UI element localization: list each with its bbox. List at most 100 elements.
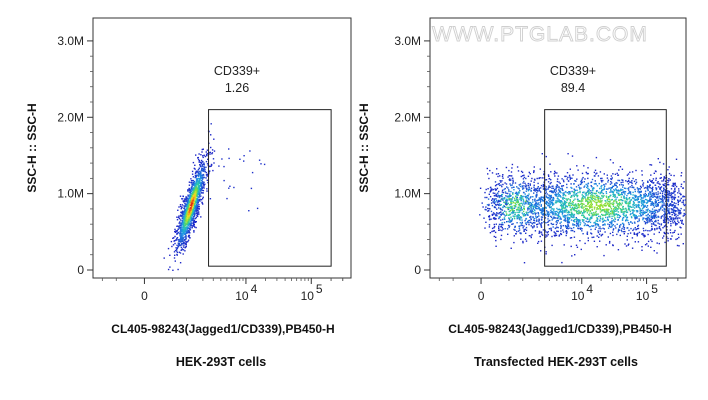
event-dot [663, 184, 666, 186]
event-dot [600, 187, 603, 189]
event-dot [562, 225, 564, 227]
event-dot [572, 208, 574, 210]
event-dot [539, 208, 541, 210]
event-dot [527, 198, 530, 200]
event-dot [668, 209, 670, 212]
event-dot [541, 210, 544, 212]
event-dot [202, 203, 204, 205]
event-dot [511, 223, 513, 225]
event-dot [180, 238, 183, 240]
event-dot [174, 242, 176, 245]
event-dot [527, 189, 530, 191]
event-dot [525, 232, 527, 234]
event-dot [554, 227, 557, 230]
event-dot [195, 209, 197, 211]
event-dot [489, 169, 491, 172]
event-dot [193, 182, 195, 185]
event-dot [584, 178, 586, 180]
event-dot [184, 222, 186, 224]
gate-rectangle[interactable] [208, 109, 332, 267]
event-dot [602, 179, 604, 182]
event-dot [680, 212, 682, 214]
event-dot [593, 192, 596, 195]
event-dot [185, 245, 187, 248]
event-dot [188, 209, 190, 211]
event-dot [668, 194, 670, 196]
event-dot [541, 213, 543, 215]
event-dot [582, 198, 584, 200]
event-dot [498, 229, 500, 231]
event-dot [562, 204, 564, 206]
event-dot [521, 222, 523, 225]
event-dot [628, 189, 630, 191]
event-dot [650, 180, 652, 182]
event-dot [493, 200, 495, 202]
event-dot [526, 200, 528, 203]
event-dot [674, 188, 676, 191]
event-dot [557, 194, 559, 196]
event-dot [619, 234, 621, 237]
event-dot [637, 189, 639, 191]
event-dot [188, 235, 190, 237]
event-dot [596, 223, 598, 225]
gate-rectangle[interactable] [544, 109, 667, 267]
event-dot [666, 206, 668, 209]
event-dot [561, 178, 563, 180]
event-dot [642, 201, 645, 204]
event-dot [622, 216, 625, 219]
event-dot [573, 236, 576, 238]
event-dot [621, 193, 623, 196]
event-dot [190, 200, 193, 202]
event-dot [655, 216, 657, 218]
event-dot [666, 193, 669, 196]
event-dot [617, 231, 619, 233]
event-dot [525, 223, 528, 226]
event-dot [579, 212, 581, 214]
event-dot [193, 201, 195, 203]
event-dot [206, 175, 208, 177]
event-dot [195, 206, 197, 209]
event-dot [177, 268, 179, 271]
event-dot [590, 201, 592, 203]
event-dot [632, 214, 635, 216]
event-dot [522, 215, 525, 217]
event-dot [595, 173, 597, 175]
event-dot [604, 203, 606, 205]
event-dot [614, 206, 616, 209]
event-dot [508, 195, 511, 197]
event-dot [674, 187, 676, 189]
event-dot [531, 223, 534, 225]
event-dot [662, 183, 664, 186]
event-dot [599, 206, 601, 208]
event-dot [503, 201, 505, 203]
event-dot [679, 212, 682, 215]
event-dot [641, 203, 643, 205]
event-dot [663, 187, 665, 189]
event-dot [493, 195, 496, 197]
event-dot [660, 224, 662, 226]
event-dot [559, 187, 562, 190]
event-dot [609, 205, 611, 207]
event-dot [199, 182, 201, 184]
event-dot [533, 222, 535, 224]
event-dot [570, 216, 572, 218]
event-dot [197, 179, 199, 182]
event-dot [525, 226, 528, 229]
event-dot [546, 200, 548, 203]
event-dot [171, 245, 173, 248]
event-dot [178, 244, 180, 246]
event-dot [630, 193, 632, 196]
event-dot [591, 191, 593, 194]
event-dot [572, 174, 574, 176]
event-dot [172, 237, 174, 239]
event-dot [669, 229, 672, 231]
event-dot [580, 179, 583, 182]
event-dot [597, 208, 599, 210]
event-dot [655, 177, 657, 179]
event-dot [512, 200, 514, 203]
event-dot [523, 225, 525, 227]
event-dot [663, 210, 665, 212]
event-dot [182, 240, 184, 242]
event-dot [634, 217, 636, 219]
event-dot [537, 199, 539, 202]
